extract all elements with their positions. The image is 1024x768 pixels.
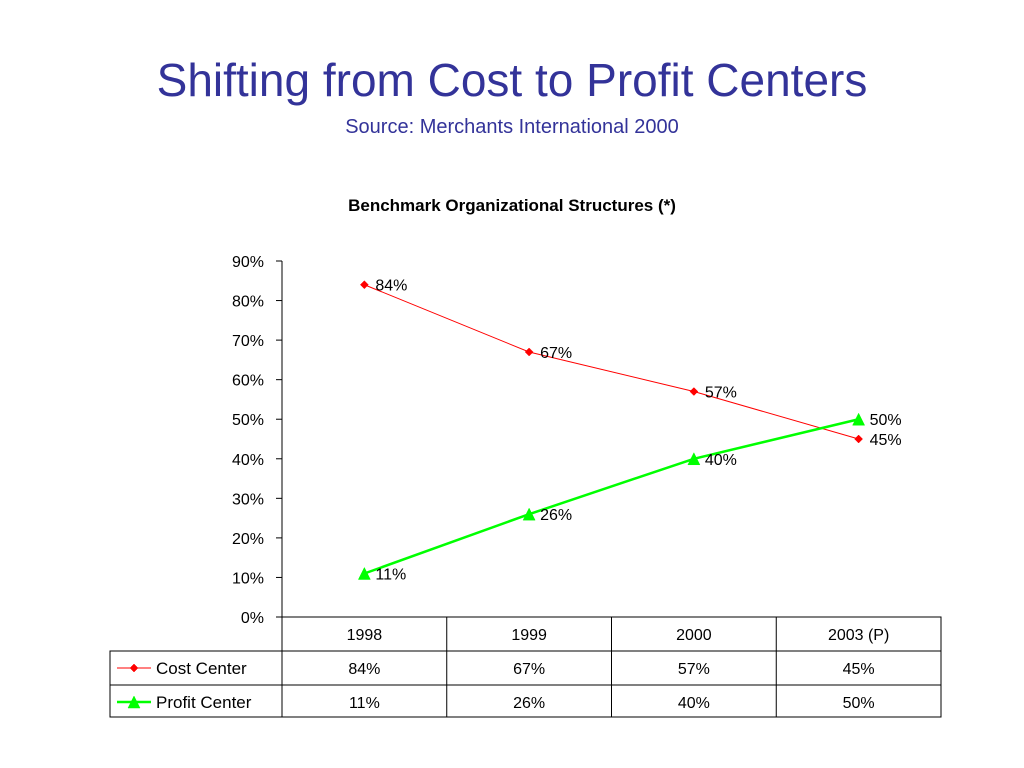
table-body bbox=[109, 650, 942, 718]
x-category-label: 1999 bbox=[511, 627, 547, 644]
profit-center-data-label: 11% bbox=[375, 566, 406, 583]
profit-center-table-cell: 50% bbox=[843, 695, 875, 712]
cost-center-table-cell: 67% bbox=[513, 661, 545, 678]
y-tick-label: 10% bbox=[232, 570, 264, 587]
profit-center-table-cell: 40% bbox=[678, 695, 710, 712]
diamond-marker bbox=[360, 280, 369, 290]
triangle-marker bbox=[127, 695, 141, 709]
slide-subtitle: Source: Merchants International 2000 bbox=[345, 116, 679, 138]
profit-center-data-label: 50% bbox=[870, 412, 902, 429]
triangle-marker bbox=[357, 566, 371, 580]
x-category-label: 2003 (P) bbox=[828, 627, 889, 644]
cost-center-line bbox=[364, 284, 859, 440]
profit-center-data-label: 40% bbox=[705, 452, 737, 469]
triangle-marker bbox=[852, 412, 866, 426]
diamond-marker bbox=[854, 434, 863, 444]
y-tick-label: 60% bbox=[232, 373, 264, 390]
x-category-label: 1998 bbox=[347, 627, 383, 644]
y-tick-label: 20% bbox=[232, 531, 264, 548]
profit-center-legend-label: Profit Center bbox=[156, 693, 252, 712]
chart-axes: 0% 10% 20% 30% 40% 50% 60% 70% 80% 90% bbox=[232, 254, 283, 627]
cost-center-table-cell: 57% bbox=[678, 661, 710, 678]
chart-title: Benchmark Organizational Structures (*) bbox=[348, 196, 676, 215]
cost-center-data-label: 84% bbox=[375, 278, 407, 295]
x-category-label: 2000 bbox=[676, 627, 712, 644]
cost-center-legend-label: Cost Center bbox=[156, 659, 247, 678]
profit-center-table-cell: 11% bbox=[349, 695, 380, 712]
cost-center-data-label: 57% bbox=[705, 385, 737, 402]
chart-lines: 84% 67% 57% 45% 11% 26% 40% 50% bbox=[357, 278, 902, 583]
y-tick-label: 30% bbox=[232, 491, 264, 508]
cost-center-data-label: 67% bbox=[540, 345, 572, 362]
profit-center-table-cell: 26% bbox=[513, 695, 545, 712]
cost-center-data-label: 45% bbox=[870, 432, 902, 449]
data-table: 1998 1999 2000 2003 (P) Cost Center 84% 67% 57%… bbox=[109, 616, 942, 718]
profit-center-data-label: 26% bbox=[540, 507, 572, 524]
y-tick-label: 40% bbox=[232, 452, 264, 469]
cost-center-table-cell: 84% bbox=[348, 661, 380, 678]
diamond-marker bbox=[129, 663, 139, 673]
y-tick-label: 90% bbox=[232, 254, 264, 271]
cost-center-table-cell: 45% bbox=[843, 661, 875, 678]
y-tick-label: 80% bbox=[232, 294, 264, 311]
y-tick-label: 0% bbox=[241, 610, 264, 627]
triangle-marker bbox=[687, 452, 701, 466]
diamond-marker bbox=[524, 347, 534, 357]
y-tick-label: 70% bbox=[232, 333, 264, 350]
profit-center-line bbox=[363, 418, 859, 575]
triangle-marker bbox=[522, 507, 536, 521]
y-tick-label: 50% bbox=[232, 412, 264, 429]
diamond-marker bbox=[689, 387, 699, 396]
slide-title: Shifting from Cost to Profit Centers bbox=[156, 54, 868, 106]
